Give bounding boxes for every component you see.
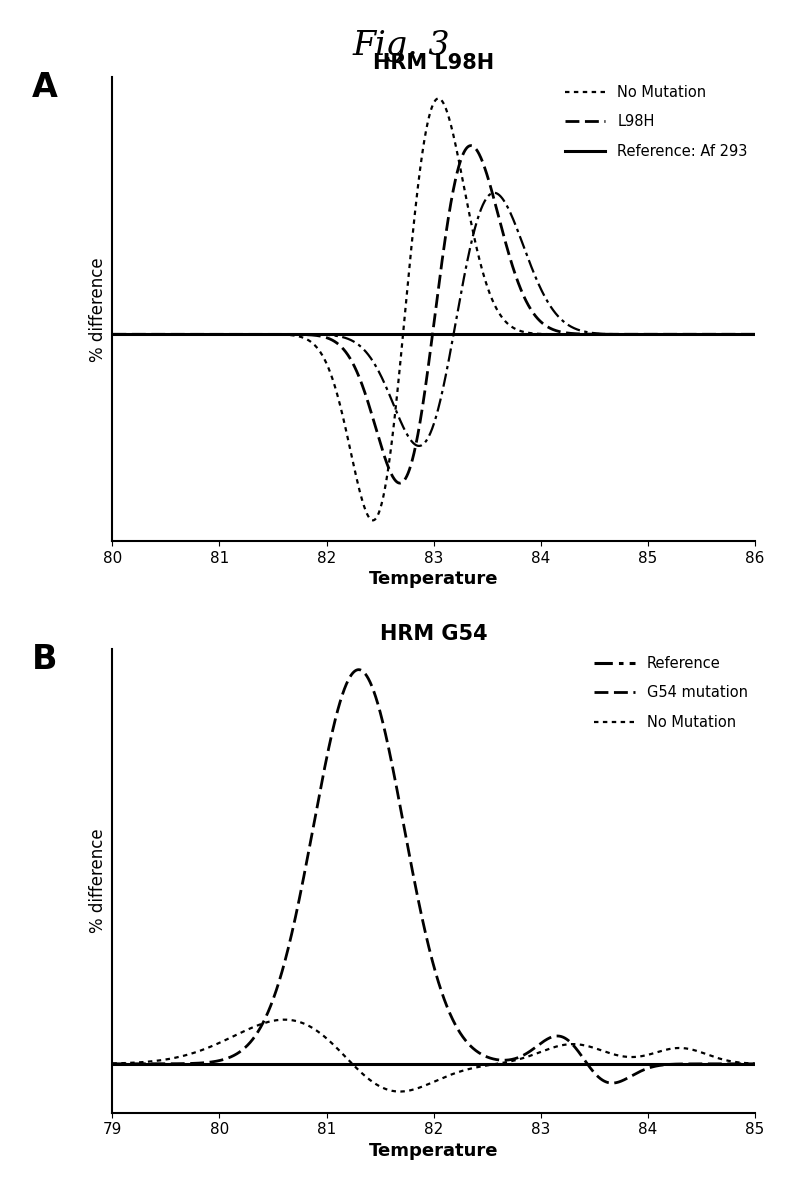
Text: Fig. 3: Fig. 3: [352, 30, 450, 62]
Title: HRM G54: HRM G54: [379, 625, 487, 644]
Legend: Reference, G54 mutation, No Mutation: Reference, G54 mutation, No Mutation: [593, 656, 747, 729]
Legend: No Mutation, L98H, Reference: Af 293: No Mutation, L98H, Reference: Af 293: [564, 84, 747, 158]
Y-axis label: % difference: % difference: [89, 828, 107, 933]
X-axis label: Temperature: Temperature: [368, 1141, 498, 1159]
Y-axis label: % difference: % difference: [89, 257, 107, 362]
Title: HRM L98H: HRM L98H: [373, 54, 493, 73]
Text: B: B: [32, 643, 58, 676]
X-axis label: Temperature: Temperature: [368, 570, 498, 588]
Text: A: A: [32, 71, 58, 105]
